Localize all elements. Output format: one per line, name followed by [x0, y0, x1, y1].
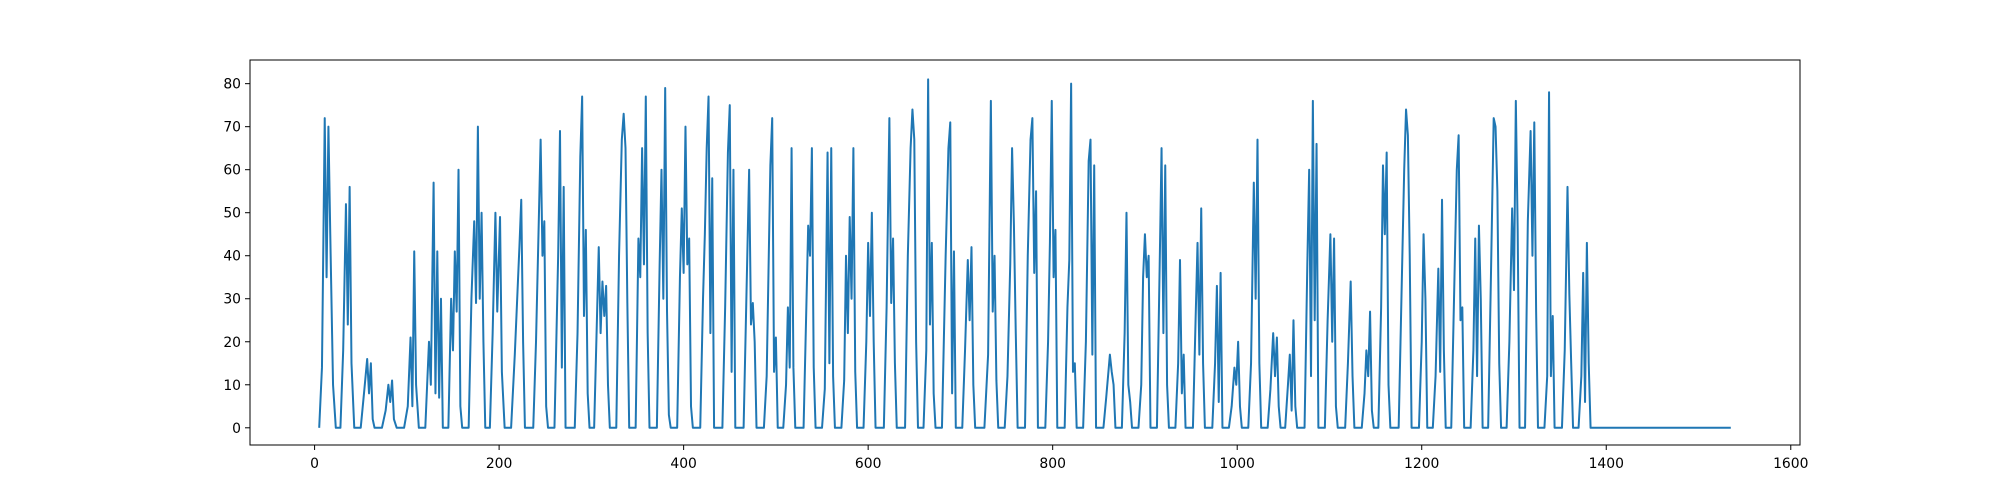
x-tick-label: 200 — [486, 456, 513, 472]
x-tick-label: 1000 — [1220, 456, 1255, 472]
y-tick-label: 20 — [223, 335, 241, 351]
y-axis: 0 10 20 30 40 50 60 70 80 — [223, 77, 250, 437]
y-tick-label: 60 — [223, 163, 241, 179]
x-axis: 0 200 400 600 800 1000 1200 1400 1600 — [310, 445, 1808, 472]
x-tick-label: 1400 — [1589, 456, 1624, 472]
x-tick-label: 400 — [670, 456, 697, 472]
y-tick-label: 40 — [223, 249, 241, 265]
x-tick-label: 800 — [1039, 456, 1066, 472]
y-tick-label: 30 — [223, 292, 241, 308]
y-tick-label: 0 — [232, 421, 241, 437]
y-tick-label: 80 — [223, 77, 241, 93]
x-tick-label: 0 — [310, 456, 319, 472]
series-line-0 — [318, 78, 1731, 429]
x-tick-label: 600 — [855, 456, 882, 472]
x-tick-label: 1200 — [1404, 456, 1439, 472]
y-tick-label: 50 — [223, 206, 241, 222]
x-tick-label: 1600 — [1773, 456, 1808, 472]
series-layer — [318, 78, 1731, 429]
y-tick-label: 70 — [223, 120, 241, 136]
y-tick-label: 10 — [223, 378, 241, 394]
axes-frame — [249, 59, 1801, 446]
